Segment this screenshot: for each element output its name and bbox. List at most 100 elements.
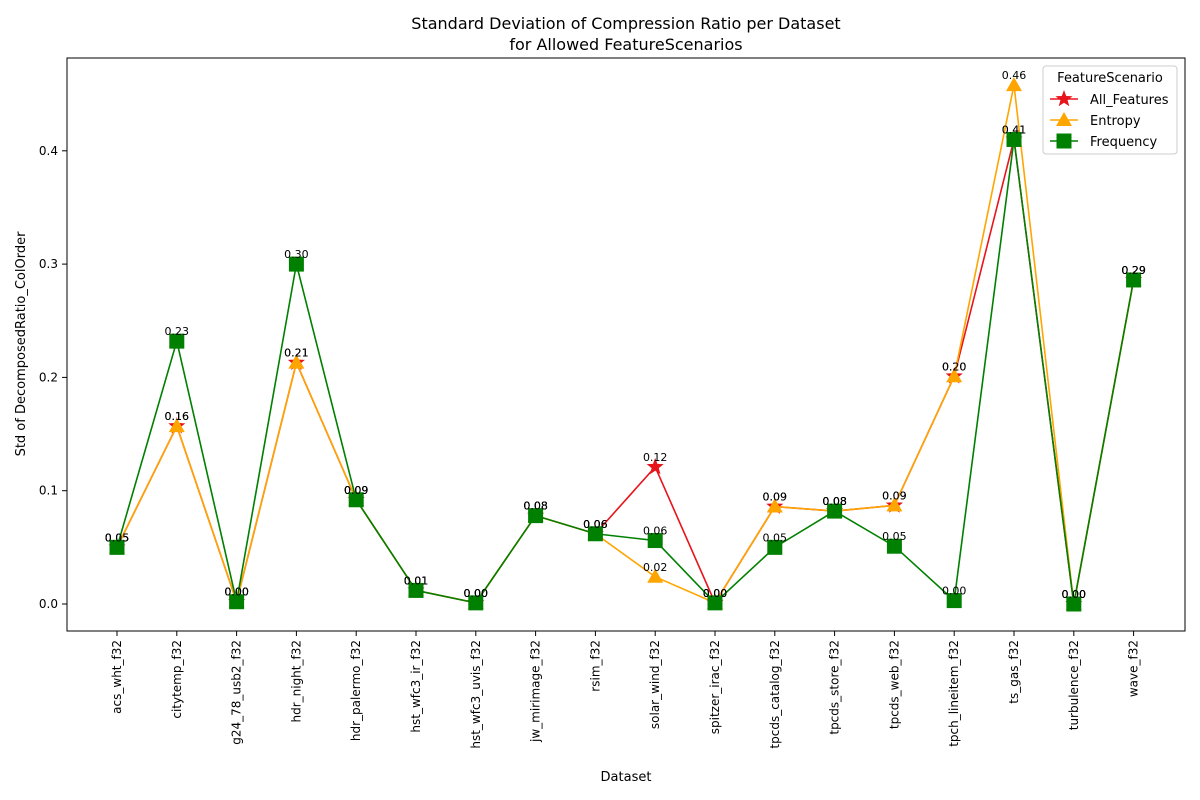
data-label-frequency: 0.06	[643, 525, 668, 538]
x-tick-label: ts_gas_f32	[1007, 640, 1021, 704]
data-point-frequency	[169, 333, 185, 349]
y-tick-label: 0.2	[39, 370, 58, 384]
x-tick-label: jw_mirimage_f32	[529, 640, 543, 743]
y-tick-label: 0.3	[39, 257, 58, 271]
y-tick-label: 0.1	[39, 484, 58, 498]
data-point-all-features	[646, 457, 664, 475]
x-tick-label: g24_78_usb2_f32	[230, 640, 244, 745]
x-tick-label: tpcds_catalog_f32	[768, 640, 782, 749]
data-label-frequency: 0.41	[1002, 123, 1027, 136]
data-label-all-features: 0.20	[942, 360, 967, 373]
data-point-frequency	[946, 593, 962, 609]
data-point-frequency	[886, 538, 902, 554]
y-tick-label: 0.4	[39, 144, 58, 158]
data-label-frequency: 0.05	[105, 531, 130, 544]
series-line-frequency	[116, 139, 1135, 605]
data-point-frequency	[468, 595, 484, 611]
data-point-entropy	[1006, 77, 1022, 92]
legend-label-frequency: Frequency	[1090, 135, 1157, 150]
x-axis-label: Dataset	[601, 770, 652, 785]
data-label-all-features: 0.16	[165, 410, 190, 423]
data-point-frequency	[528, 508, 544, 524]
chart-title-line-1: Standard Deviation of Compression Ratio …	[411, 14, 840, 33]
data-point-frequency	[707, 595, 723, 611]
data-point-frequency	[408, 582, 424, 598]
legend-items: All_Features Entropy Frequency	[1050, 90, 1169, 150]
x-tick-label: turbulence_f32	[1067, 640, 1081, 730]
y-axis: 0.0 0.1 0.2 0.3 0.4	[39, 144, 67, 611]
data-point-frequency	[288, 256, 304, 272]
data-label-entropy: 0.09	[763, 491, 788, 504]
data-label-entropy: 0.16	[165, 410, 190, 423]
legend-label-all-features: All_Features	[1090, 93, 1169, 108]
legend-box	[1042, 65, 1178, 155]
x-axis: acs_wht_f32 citytemp_f32 g24_78_usb2_f32 hd…	[110, 631, 1141, 749]
x-tick-label: spitzer_irac_f32	[708, 640, 722, 734]
data-point-frequency	[827, 503, 843, 519]
x-tick-label: rsim_f32	[588, 640, 602, 692]
data-point-entropy	[886, 497, 903, 512]
series-line-entropy	[116, 84, 1135, 605]
plot-frame	[66, 57, 1186, 632]
data-label-frequency: 0.29	[1121, 264, 1146, 277]
data-label-frequency: 0.23	[165, 325, 190, 338]
data-label-entropy: 0.46	[1002, 69, 1027, 82]
legend-marker-entropy	[1056, 112, 1072, 126]
data-label-frequency: 0.01	[404, 574, 429, 587]
legend-marker-all-features	[1055, 90, 1073, 107]
legend-label-entropy: Entropy	[1090, 114, 1141, 129]
data-point-entropy	[647, 568, 664, 583]
data-point-frequency	[1006, 131, 1022, 147]
x-tick-label: tpch_lineitem_f32	[947, 640, 961, 747]
data-label-frequency: 0.09	[344, 484, 369, 497]
data-label-frequency: 0.00	[942, 585, 967, 598]
series-line-all-features	[116, 139, 1135, 605]
chart-title-line-2: for Allowed FeatureScenarios	[509, 35, 742, 54]
data-label-all-features: 0.12	[643, 451, 668, 464]
x-tick-label: acs_wht_f32	[110, 640, 124, 714]
data-label-entropy: 0.02	[643, 561, 668, 574]
data-label-all-features: 0.21	[284, 347, 309, 360]
x-tick-label: hst_wfc3_ir_f32	[409, 640, 423, 733]
data-point-frequency	[1066, 596, 1082, 612]
data-point-entropy	[766, 498, 783, 513]
y-axis-label: Std of DecomposedRatio_ColOrder	[14, 231, 29, 457]
data-point-frequency	[109, 539, 125, 555]
x-tick-label: citytemp_f32	[170, 640, 184, 719]
x-tick-label: wave_f32	[1127, 640, 1141, 697]
plot-area: 0.05 0.16 0.00 0.21 0.09 0.01 0.00 0.08 0.06 0.12…	[105, 69, 1146, 612]
data-point-entropy	[946, 368, 963, 383]
x-tick-label: tpcds_store_f32	[828, 640, 842, 735]
data-point-frequency	[348, 492, 364, 508]
data-label-frequency: 0.30	[284, 248, 309, 261]
x-tick-label: hdr_night_f32	[289, 640, 303, 723]
data-label-frequency: 0.08	[523, 500, 548, 513]
data-label-frequency: 0.06	[583, 518, 608, 531]
data-point-entropy	[168, 418, 185, 433]
data-label-frequency: 0.00	[464, 587, 489, 600]
data-point-frequency	[587, 526, 603, 542]
legend: FeatureScenario All_Features Entropy Frequ…	[1042, 65, 1178, 155]
legend-marker-frequency	[1056, 133, 1072, 149]
data-label-entropy: 0.21	[284, 347, 309, 360]
data-label-entropy: 0.09	[882, 489, 907, 502]
data-label-entropy: 0.20	[942, 360, 967, 373]
data-label-frequency: 0.00	[703, 587, 728, 600]
data-point-frequency	[229, 594, 245, 610]
data-label-frequency: 0.08	[822, 495, 847, 508]
x-tick-label: solar_wind_f32	[648, 640, 662, 729]
data-label-frequency: 0.00	[1062, 588, 1087, 601]
x-tick-label: hdr_palermo_f32	[349, 640, 363, 741]
legend-title: FeatureScenario	[1057, 71, 1163, 86]
data-label-all-features: 0.09	[763, 491, 788, 504]
data-point-frequency	[647, 533, 663, 549]
data-label-frequency: 0.00	[224, 586, 249, 599]
y-tick-label: 0.0	[39, 597, 58, 611]
data-point-frequency	[1126, 272, 1142, 288]
x-tick-label: hst_wfc3_uvis_f32	[469, 640, 483, 749]
data-point-entropy	[288, 354, 305, 369]
data-label-frequency: 0.05	[763, 531, 788, 544]
x-tick-label: tpcds_web_f32	[887, 640, 901, 729]
data-label-frequency: 0.05	[882, 530, 907, 543]
